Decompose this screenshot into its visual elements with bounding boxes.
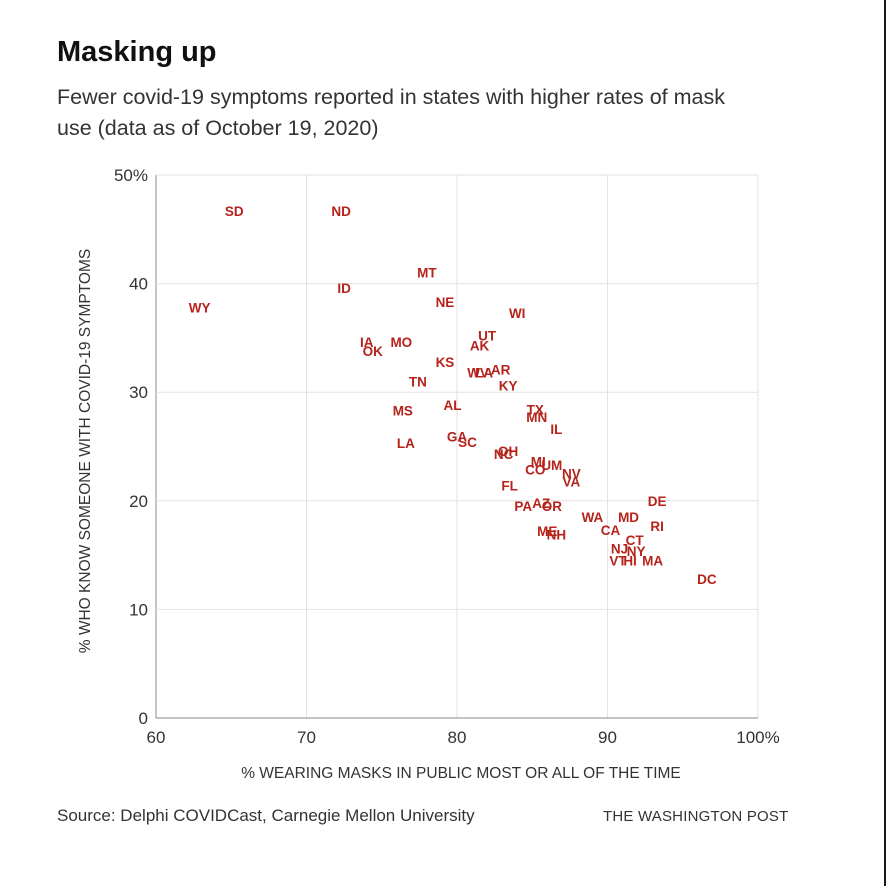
point-ri: RI [650, 519, 664, 534]
scatter-chart: 60 70 80 90 100% 0 10 20 30 40 50% % WEARING MASK… [77, 166, 780, 782]
point-um: UM [541, 458, 562, 473]
y-axis-label: % WHO KNOW SOMEONE WITH COVID-19 SYMPTOM… [77, 249, 94, 653]
point-ak: AK [470, 339, 490, 354]
x-axis-label: % WEARING MASKS IN PUBLIC MOST OR ALL OF… [241, 765, 681, 782]
point-la: LA [397, 436, 415, 451]
point-me: ME [537, 524, 557, 539]
point-ia: IA [360, 335, 374, 350]
point-ga: GA [447, 430, 468, 445]
point-mo: MO [390, 335, 412, 350]
point-sc: SC [458, 435, 477, 450]
y-axis-ticks: 0 10 20 30 40 50% [114, 166, 148, 728]
point-tx: TX [527, 403, 544, 418]
point-ct: CT [626, 533, 645, 548]
x-tick-label: 60 [147, 728, 166, 747]
source-note: Source: Delphi COVIDCast, Carnegie Mello… [57, 806, 475, 825]
grid-lines [155, 174, 759, 719]
point-wi: WI [509, 306, 526, 321]
point-ky: KY [499, 379, 518, 394]
point-vt: VT [609, 554, 627, 569]
y-tick-label: 10 [129, 600, 148, 619]
point-nv: NV [562, 467, 581, 482]
point-id: ID [337, 281, 351, 296]
point-ok: OK [363, 344, 384, 359]
point-ma: MA [642, 554, 663, 569]
point-mn: MN [526, 410, 547, 425]
point-md: MD [618, 510, 639, 525]
x-axis-ticks: 60 70 80 90 100% [147, 728, 780, 747]
point-va: VA [562, 474, 580, 489]
y-tick-label: 30 [129, 383, 148, 402]
point-or: OR [542, 499, 563, 514]
point-il: IL [550, 422, 562, 437]
x-tick-label: 70 [297, 728, 316, 747]
point-nc: NC [494, 447, 514, 462]
point-wy: WY [189, 300, 211, 315]
y-tick-label: 0 [139, 709, 148, 728]
point-mt: MT [417, 266, 437, 281]
x-tick-label: 100% [736, 728, 779, 747]
window-edge [884, 0, 886, 886]
point-ca: CA [601, 523, 621, 538]
point-fl: FL [501, 479, 518, 494]
point-de: DE [648, 494, 667, 509]
point-nj: NJ [611, 542, 628, 557]
point-wa: WA [582, 510, 604, 525]
y-tick-label: 20 [129, 492, 148, 511]
x-tick-label: 80 [448, 728, 467, 747]
point-tn: TN [409, 374, 427, 389]
point-ms: MS [393, 404, 413, 419]
chart-title: Masking up [57, 36, 217, 68]
point-ne: NE [436, 295, 455, 310]
point-dc: DC [697, 572, 717, 587]
point-al: AL [443, 398, 461, 413]
x-tick-label: 90 [598, 728, 617, 747]
point-ny: NY [627, 544, 646, 559]
point-ks: KS [436, 355, 455, 370]
y-tick-label: 50% [114, 166, 148, 185]
point-hi: HI [623, 554, 637, 569]
point-ar: AR [491, 362, 511, 377]
point-sd: SD [225, 204, 244, 219]
publisher-credit: THE WASHINGTON POST [603, 808, 789, 825]
point-pa: PA [514, 499, 532, 514]
point-az: AZ [532, 496, 550, 511]
point-mi: MI [531, 455, 546, 470]
chart-subtitle: Fewer covid-19 symptoms reported in stat… [57, 85, 725, 140]
point-wv: WV [467, 366, 489, 381]
point-la: LA [475, 366, 493, 381]
point-co: CO [525, 462, 545, 477]
point-ut: UT [478, 329, 497, 344]
point-nh: NH [547, 527, 567, 542]
point-oh: OH [498, 444, 518, 459]
point-nd: ND [331, 204, 351, 219]
y-tick-label: 40 [129, 275, 148, 294]
